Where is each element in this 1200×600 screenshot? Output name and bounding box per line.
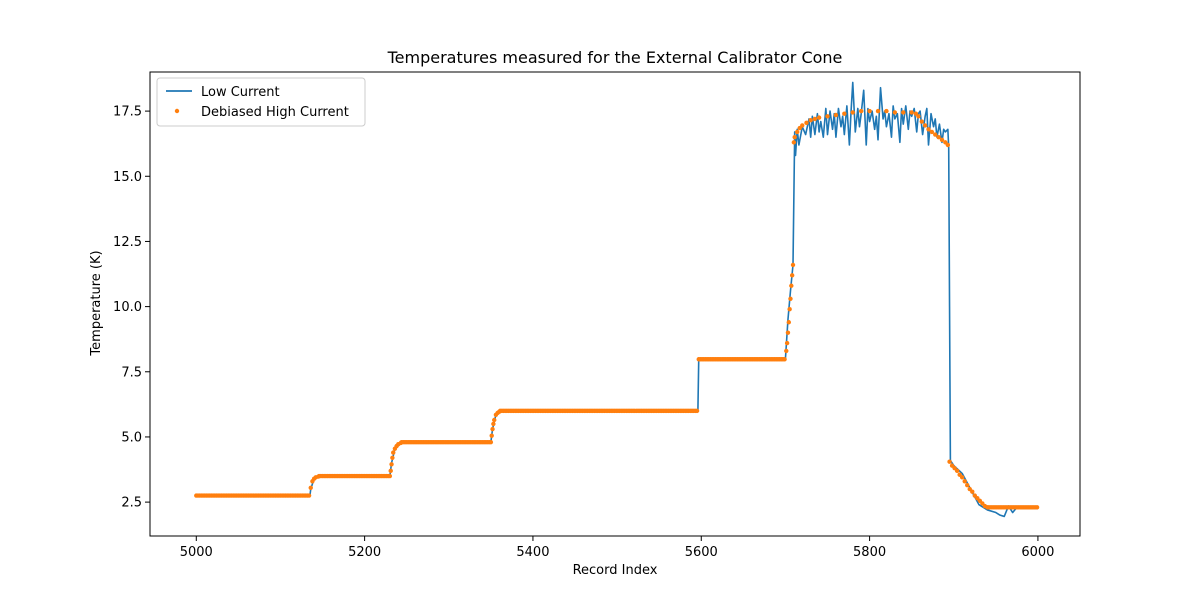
scatter-point <box>391 450 396 455</box>
scatter-point <box>387 473 393 479</box>
scatter-point <box>842 111 847 116</box>
scatter-point <box>804 120 809 126</box>
x-tick-label: 5800 <box>853 545 886 560</box>
plot-area <box>150 72 1080 536</box>
x-axis: 5000 5200 5400 5600 5800 6000 <box>180 536 1054 560</box>
scatter-point <box>789 273 795 278</box>
scatter-point <box>784 340 790 346</box>
x-tick-label: 6000 <box>1021 545 1054 560</box>
scatter-point <box>792 134 797 140</box>
low-current-line <box>196 81 1038 518</box>
x-axis-label: Record Index <box>573 563 658 578</box>
scatter-point <box>954 468 960 474</box>
chart-title: Temperatures measured for the External C… <box>387 48 843 67</box>
scatter-point <box>784 348 789 354</box>
scatter-point <box>919 119 924 124</box>
x-tick-label: 5200 <box>348 545 381 560</box>
legend-box <box>156 77 366 127</box>
scatter-point <box>816 115 822 120</box>
y-tick-label: 10.0 <box>113 300 142 315</box>
scatter-point <box>786 320 791 325</box>
scatter-point <box>959 475 965 480</box>
y-tick-label: 17.5 <box>113 105 142 120</box>
scatter-point <box>789 283 794 288</box>
plot-frame <box>149 71 1081 537</box>
scatter-point <box>965 482 970 488</box>
legend: Low Current Debiased High Current <box>156 77 366 127</box>
scatter-point <box>800 123 805 128</box>
scatter-point <box>308 485 313 490</box>
scatter-point <box>488 439 494 445</box>
scatter-point <box>926 127 931 132</box>
scatter-point <box>790 262 796 268</box>
scatter-point <box>929 129 935 135</box>
y-tick-label: 7.5 <box>121 365 142 380</box>
scatter-point <box>833 112 839 118</box>
y-tick-label: 15.0 <box>113 170 142 185</box>
legend-label-low-current: Low Current <box>201 85 280 100</box>
scatter-point <box>388 468 393 474</box>
scatter-point <box>492 417 497 423</box>
scatter-point <box>933 132 938 137</box>
scatter-point <box>867 108 872 114</box>
scatter-point <box>791 140 797 145</box>
scatter-point <box>858 108 864 114</box>
scatter-point <box>390 455 395 460</box>
y-tick-label: 5.0 <box>121 430 142 445</box>
scatter-point <box>788 296 793 301</box>
scatter-point <box>782 357 787 362</box>
scatter-point <box>489 433 494 438</box>
low-current-series <box>196 81 1038 518</box>
y-axis: 2.5 5.0 7.5 10.0 12.5 15.0 17.5 <box>113 105 150 511</box>
x-tick-label: 5400 <box>516 545 549 560</box>
scatter-point <box>787 307 792 312</box>
x-tick-label: 5000 <box>180 545 213 560</box>
scatter-point <box>490 426 495 432</box>
scatter-point <box>922 123 928 128</box>
legend-label-debiased-high-current: Debiased High Current <box>201 105 349 120</box>
scatter-point <box>936 134 941 140</box>
scatter-point <box>812 116 818 122</box>
scatter-point <box>939 137 945 142</box>
scatter-point <box>892 110 898 115</box>
scatter-point <box>850 110 855 115</box>
y-tick-label: 2.5 <box>121 496 142 511</box>
scatter-point <box>795 129 800 135</box>
scatter-point <box>491 421 496 427</box>
y-axis-label: Temperature (K) <box>89 250 104 356</box>
scatter-point <box>808 118 813 123</box>
scatter-point <box>909 110 914 115</box>
scatter-point <box>306 493 312 498</box>
scatter-point <box>875 108 881 114</box>
scatter-point <box>916 114 921 119</box>
y-tick-label: 12.5 <box>113 235 142 250</box>
scatter-point <box>785 330 791 335</box>
scatter-point <box>825 114 830 119</box>
scatter-point <box>970 489 975 494</box>
scatter-point <box>884 108 889 114</box>
scatter-point <box>901 110 906 115</box>
scatter-point <box>694 408 700 414</box>
x-tick-label: 5600 <box>685 545 718 560</box>
debiased-high-current-series <box>194 108 1040 510</box>
scatter-point <box>947 459 952 464</box>
scatter-point <box>1034 505 1040 510</box>
scatter-point <box>945 142 951 148</box>
legend-swatch-debiased-high-current <box>174 108 180 114</box>
scatter-point <box>962 479 967 484</box>
scatter-point <box>389 462 394 467</box>
